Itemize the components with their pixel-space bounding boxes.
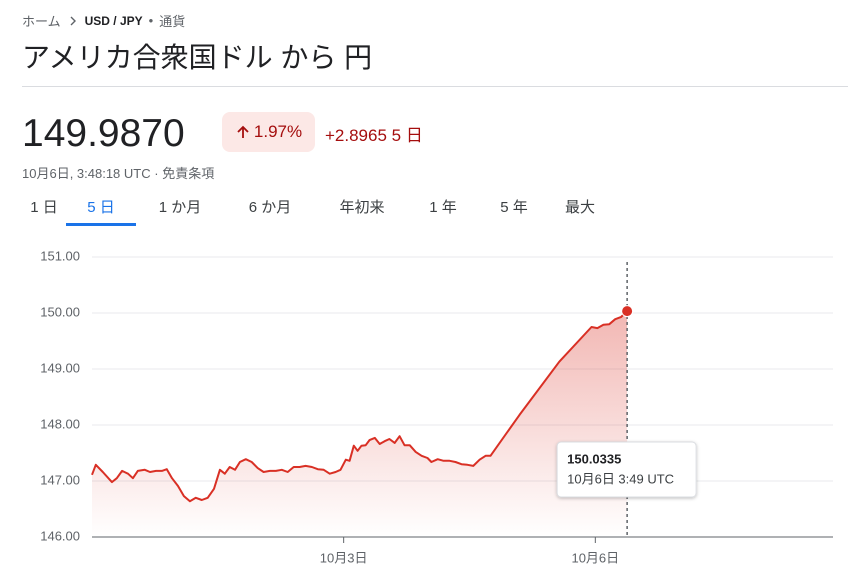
y-tick-label: 150.00 (40, 304, 80, 319)
y-tick-label: 146.00 (40, 528, 80, 543)
line (91, 310, 628, 503)
range-tab[interactable]: 5 日 (66, 196, 136, 226)
range-tab[interactable]: 年初来 (339, 199, 385, 216)
change-percent: 1.97% (253, 122, 303, 141)
chevron-icon (70, 16, 76, 25)
change-pill: 1.97% (222, 112, 315, 152)
tooltip: 150.0335 10月6日 3:49 UTC (556, 441, 697, 498)
divider (22, 86, 848, 87)
range-tab[interactable]: 1 か月 (158, 199, 202, 216)
change-period: 5 日 (391, 126, 423, 145)
range-tab[interactable]: 1 年 (429, 199, 457, 216)
price: 149.9870 (22, 112, 185, 155)
breadcrumb: ホーム USD / JPY • 通貨 (22, 11, 185, 30)
x-tick-label: 10月6日 (571, 550, 619, 565)
point (621, 305, 634, 318)
y-tick-label: 147.00 (40, 472, 80, 487)
breadcrumb-separator: • (148, 13, 154, 28)
range-tabs: 1 日 5 日 1 か月 6 か月 年初来 1 年 5 年 最大 (22, 196, 610, 226)
y-tick-label: 151.00 (40, 248, 80, 263)
arrow-up-icon (237, 125, 249, 138)
change: +2.8965 5 日 (325, 121, 423, 146)
range-tab[interactable]: 1 日 (30, 199, 58, 216)
breadcrumb-category: 通貨 (159, 14, 186, 29)
page-title: アメリカ合衆国ドル から 円 (22, 42, 373, 73)
x-tick-label: 10月3日 (320, 550, 368, 565)
updated-time: 10月6日, 3:48:18 UTC (22, 166, 151, 181)
range-tab[interactable]: 5 年 (500, 199, 528, 216)
tooltip-time: 10月6日 3:49 UTC (567, 471, 674, 486)
area (92, 311, 628, 537)
y-tick-label: 148.00 (40, 416, 80, 431)
disclaimer-link[interactable]: 免責条項 (162, 166, 215, 181)
y-tick-label: 149.00 (40, 360, 80, 375)
tooltip-box (556, 441, 697, 498)
breadcrumb-pair: USD / JPY (84, 13, 143, 28)
range-tab[interactable]: 最大 (564, 199, 595, 216)
change-amount: +2.8965 (325, 126, 387, 145)
separator: · (154, 166, 159, 181)
tooltip-value: 150.0335 (567, 451, 621, 466)
timestamp: 10月6日, 3:48:18 UTC · 免責条項 (22, 163, 214, 182)
breadcrumb-home[interactable]: ホーム (22, 14, 61, 29)
range-tab[interactable]: 6 か月 (248, 199, 292, 216)
